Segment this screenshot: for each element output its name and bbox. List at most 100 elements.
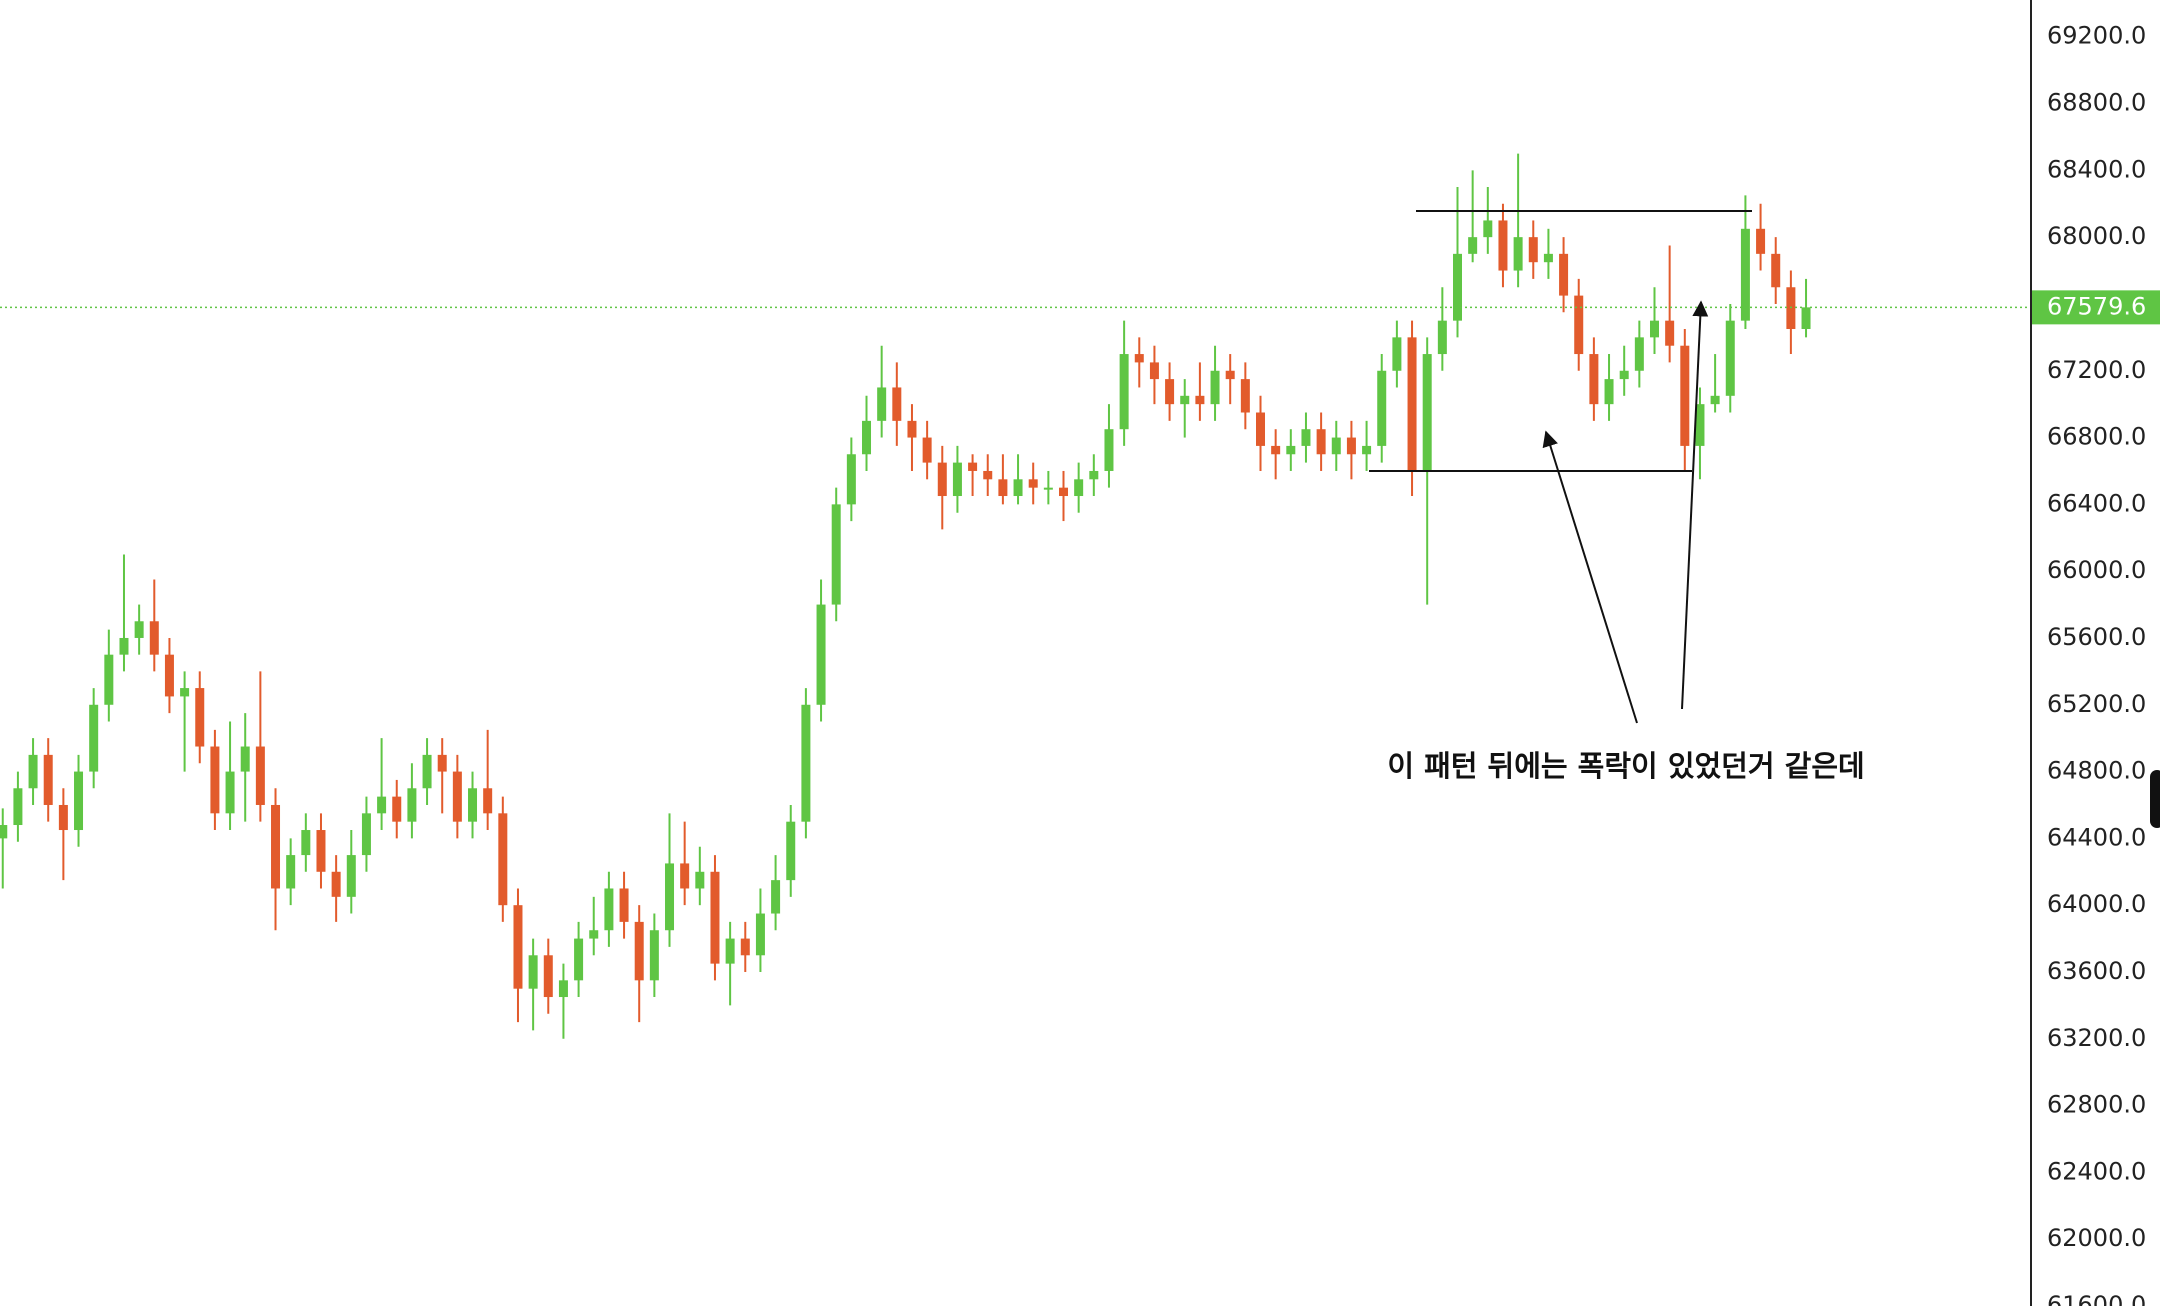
candle-body bbox=[1013, 479, 1023, 497]
side-tab[interactable] bbox=[2150, 770, 2160, 828]
candle-body bbox=[771, 880, 781, 914]
y-tick-label: 63600.0 bbox=[2047, 957, 2146, 985]
y-tick-label: 68000.0 bbox=[2047, 222, 2146, 250]
candle-body bbox=[619, 888, 629, 922]
candle-body bbox=[1180, 395, 1190, 405]
candle-body bbox=[240, 746, 250, 772]
candle-body bbox=[1483, 220, 1493, 238]
candle-body bbox=[1725, 320, 1735, 396]
candle-body bbox=[513, 905, 523, 989]
candle-body bbox=[1574, 295, 1584, 355]
candle-body bbox=[1407, 337, 1417, 471]
candle-body bbox=[1801, 307, 1811, 330]
candle-body bbox=[1740, 228, 1750, 321]
candle-body bbox=[74, 771, 84, 831]
candle-body bbox=[740, 938, 750, 956]
candle-body bbox=[498, 813, 508, 906]
candle-body bbox=[58, 804, 68, 831]
candle-body bbox=[1301, 429, 1311, 446]
candle-body bbox=[1165, 379, 1175, 405]
candle-body bbox=[1104, 429, 1114, 471]
candle-body bbox=[392, 796, 402, 822]
candle-body bbox=[1498, 220, 1508, 271]
candle-body bbox=[483, 788, 493, 814]
candle-body bbox=[28, 754, 38, 789]
candle-body bbox=[1543, 253, 1553, 263]
candle-body bbox=[1028, 479, 1038, 488]
candle-body bbox=[0, 825, 8, 839]
candle-body bbox=[786, 821, 796, 881]
candle-body bbox=[1149, 362, 1159, 380]
candle-body bbox=[1665, 320, 1675, 346]
candle-body bbox=[1377, 370, 1387, 446]
candle-body bbox=[1422, 354, 1432, 471]
candle-body bbox=[119, 637, 129, 655]
candle-body bbox=[225, 771, 235, 814]
candle-body bbox=[1771, 253, 1781, 288]
candle-body bbox=[13, 788, 23, 826]
candle-body bbox=[134, 621, 144, 638]
candle-body bbox=[1392, 337, 1402, 371]
candle-body bbox=[665, 863, 675, 931]
candle-body bbox=[1559, 253, 1569, 296]
candle-body bbox=[1134, 354, 1144, 363]
candle-body bbox=[331, 871, 341, 897]
candle-body bbox=[1453, 253, 1463, 321]
candle-body bbox=[1468, 237, 1478, 254]
y-tick-label: 64800.0 bbox=[2047, 757, 2146, 785]
y-tick-label: 68400.0 bbox=[2047, 155, 2146, 183]
candle-body bbox=[1074, 479, 1084, 497]
candle-body bbox=[1362, 445, 1372, 455]
y-tick-label: 67200.0 bbox=[2047, 356, 2146, 384]
candle-body bbox=[1710, 395, 1720, 405]
candle-body bbox=[164, 654, 174, 697]
candle-body bbox=[816, 604, 826, 705]
current-price-label: 67579.6 bbox=[2047, 292, 2146, 320]
y-tick-label: 66000.0 bbox=[2047, 556, 2146, 584]
candle-body bbox=[1043, 487, 1053, 490]
candle-body bbox=[1619, 370, 1629, 380]
candle-body bbox=[528, 955, 538, 989]
candle-body bbox=[604, 888, 614, 931]
candle-body bbox=[558, 980, 568, 998]
y-tick-label: 63200.0 bbox=[2047, 1024, 2146, 1052]
candle-body bbox=[1331, 437, 1341, 455]
candle-body bbox=[831, 504, 841, 605]
candle-body bbox=[1089, 470, 1099, 480]
candle-body bbox=[1240, 379, 1250, 413]
candle-body bbox=[149, 621, 159, 655]
candle-body bbox=[255, 746, 265, 805]
candle-body bbox=[846, 454, 856, 505]
candle-body bbox=[1649, 320, 1659, 338]
candle-body bbox=[543, 955, 553, 998]
candle-body bbox=[1589, 354, 1599, 405]
candle-body bbox=[1256, 412, 1266, 446]
candle-body bbox=[695, 871, 705, 889]
candle-body bbox=[1195, 395, 1205, 405]
y-tick-label: 64400.0 bbox=[2047, 823, 2146, 851]
candle-body bbox=[210, 746, 220, 814]
candle-body bbox=[862, 420, 872, 455]
arrow bbox=[1542, 430, 1638, 724]
candle-body bbox=[1271, 445, 1281, 455]
candle-body bbox=[1119, 354, 1129, 430]
candle-body bbox=[1286, 445, 1296, 455]
candle-body bbox=[1346, 437, 1356, 455]
candle-body bbox=[634, 921, 644, 981]
candle-body bbox=[892, 387, 902, 421]
candle-body bbox=[710, 871, 720, 964]
candle-body bbox=[680, 863, 690, 889]
candle-body bbox=[43, 754, 53, 805]
candle-body bbox=[1786, 287, 1796, 330]
candle-body bbox=[589, 930, 599, 939]
candle-body bbox=[452, 771, 462, 822]
candle-body bbox=[361, 813, 371, 856]
candle-body bbox=[922, 437, 932, 463]
candle-body bbox=[574, 938, 584, 981]
candle-body bbox=[937, 462, 947, 497]
candle-body bbox=[1210, 370, 1220, 405]
y-tick-label: 61600.0 bbox=[2047, 1291, 2146, 1306]
plot-area bbox=[0, 153, 2031, 1039]
y-tick-label: 64000.0 bbox=[2047, 890, 2146, 918]
